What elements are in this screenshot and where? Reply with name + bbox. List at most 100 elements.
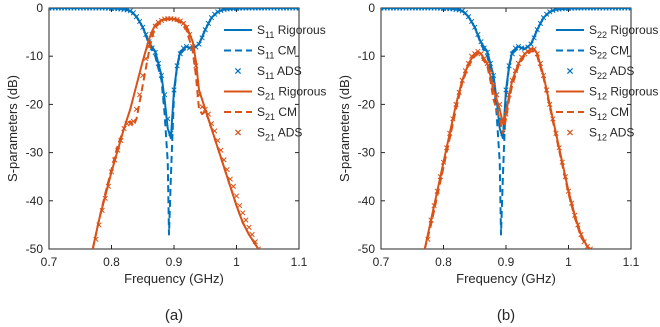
data-point-marker: [202, 27, 208, 33]
x-tick-label: 0.9: [166, 255, 183, 269]
data-point-marker: [152, 49, 158, 55]
data-point-marker: [221, 157, 227, 163]
y-tick-label: -40: [26, 194, 44, 208]
data-point-marker: [512, 68, 519, 74]
data-point-marker: [559, 159, 565, 165]
data-point-marker: [296, 8, 299, 11]
legend-entry-label: S12 ADS: [589, 126, 634, 143]
data-point-marker: [165, 116, 171, 122]
data-point-marker: [572, 212, 578, 218]
data-point-marker: [168, 130, 174, 136]
data-point-marker: [428, 217, 434, 223]
y-axis-label: S-parameters (dB): [337, 75, 352, 182]
data-point-marker: [531, 35, 537, 41]
data-point-marker: [190, 43, 196, 50]
data-point-marker: [115, 147, 121, 153]
data-point-marker: [453, 101, 459, 108]
y-tick-label: -30: [26, 146, 44, 160]
data-point-marker: [456, 89, 462, 96]
data-point-marker: [171, 87, 177, 93]
data-point-marker: [140, 24, 146, 30]
data-point-marker: [531, 46, 537, 52]
data-point-marker: [149, 31, 155, 38]
data-point-marker: [434, 188, 440, 194]
data-point-marker: [240, 210, 246, 216]
data-point-marker: [512, 45, 519, 51]
data-point-marker: [155, 19, 162, 26]
x-tick-label: 1.1: [623, 255, 640, 269]
data-point-marker: [136, 18, 143, 25]
data-point-marker: [205, 111, 212, 117]
legend-entry-label: S11 Rigorous: [257, 23, 326, 40]
data-point-marker: [215, 137, 221, 144]
data-point-marker: [550, 116, 556, 122]
data-point-marker: [478, 51, 484, 57]
chart-panel-a: 0.7 0.8 0.9 1 1.1 0 -10 -20 -30 -40 -50 Frequency (…: [5, 1, 326, 324]
data-point-marker: [183, 43, 190, 50]
plot-area: [49, 8, 299, 249]
data-point-marker: [500, 116, 506, 122]
y-tick-label: -20: [358, 97, 376, 111]
legend-entry-label: S21 Rigorous: [257, 85, 326, 102]
data-point-marker: [472, 51, 478, 57]
series-line: [91, 17, 260, 249]
data-point-marker: [462, 10, 469, 16]
data-point-marker: [568, 200, 575, 206]
legend-entry-label: S12 Rigorous: [589, 85, 658, 102]
data-point-marker: [199, 104, 205, 110]
data-point-marker: [215, 9, 221, 15]
data-point-marker: [459, 77, 465, 83]
data-point-marker: [143, 55, 149, 62]
data-point-marker: [481, 45, 487, 51]
data-point-marker: [522, 51, 528, 57]
data-point-marker: [472, 24, 478, 30]
data-point-marker: [130, 118, 137, 124]
legend-marker-icon: [566, 67, 574, 75]
data-point-marker: [143, 31, 149, 38]
legend-entry-label: S11 ADS: [257, 64, 302, 81]
data-point-marker: [550, 8, 556, 14]
data-point-marker: [493, 92, 500, 98]
data-point-marker: [211, 11, 218, 17]
data-point-marker: [465, 60, 472, 67]
x-tick-label: 1: [233, 255, 240, 269]
x-tick-label: 0.9: [498, 255, 515, 269]
y-tick-label: 0: [36, 1, 43, 15]
data-point-marker: [475, 48, 481, 55]
legend-marker-icon: [234, 67, 242, 75]
x-tick-label: 1.1: [291, 255, 308, 269]
data-point-marker: [186, 31, 193, 38]
data-point-marker: [587, 246, 594, 249]
data-point-marker: [158, 17, 165, 24]
y-tick-label: -40: [358, 194, 376, 208]
data-point-marker: [459, 8, 465, 14]
data-point-marker: [465, 14, 472, 20]
data-point-marker: [509, 77, 515, 83]
data-point-marker: [252, 239, 258, 245]
data-point-marker: [161, 92, 168, 98]
data-point-marker: [578, 231, 584, 238]
data-point-marker: [211, 128, 218, 134]
data-point-marker: [218, 8, 224, 14]
data-point-marker: [487, 68, 494, 74]
data-point-marker: [468, 53, 475, 59]
legend: S11 Rigorous S11 CM S11 ADS S21 Rigorous S21…: [224, 23, 326, 143]
data-point-marker: [497, 101, 503, 108]
data-point-marker: [127, 121, 133, 127]
data-point-marker: [575, 222, 581, 228]
data-point-marker: [528, 41, 534, 47]
plot-area: [381, 8, 631, 249]
legend-entry-label: S11 CM: [257, 44, 296, 61]
data-point-marker: [111, 157, 118, 163]
data-point-marker: [537, 20, 544, 27]
data-point-marker: [224, 166, 230, 173]
data-point-marker: [121, 125, 127, 132]
series-line: [91, 18, 260, 249]
data-point-marker: [199, 35, 205, 41]
data-point-marker: [562, 174, 569, 180]
data-point-marker: [196, 92, 202, 98]
data-point-marker: [481, 55, 487, 62]
x-tick-label: 0.7: [41, 255, 58, 269]
data-point-marker: [118, 137, 124, 144]
